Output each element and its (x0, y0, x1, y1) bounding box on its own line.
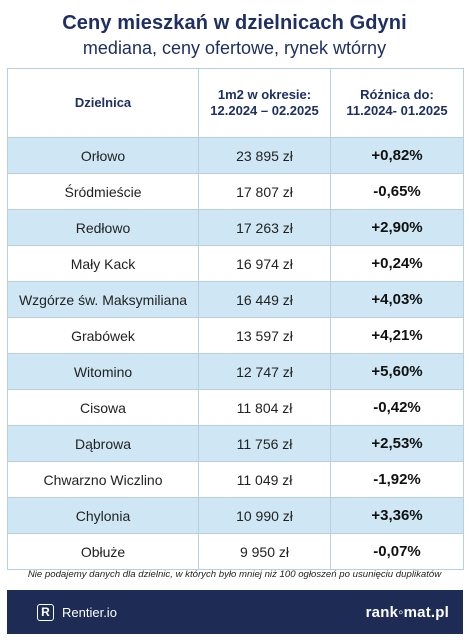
table-row: Wzgórze św. Maksymiliana 16 449 zł +4,03… (7, 281, 464, 318)
table-row: Redłowo 17 263 zł +2,90% (7, 209, 464, 246)
page-subtitle: mediana, ceny ofertowe, rynek wtórny (82, 38, 387, 58)
price-cell: 16 449 zł (198, 281, 331, 318)
diff-cell: +2,90% (330, 209, 464, 246)
price-cell: 9 950 zł (198, 533, 331, 570)
district-cell: Witomino (7, 353, 199, 390)
district-cell: Śródmieście (7, 173, 199, 210)
district-cell: Chylonia (7, 497, 199, 534)
table-row: Dąbrowa 11 756 zł +2,53% (7, 425, 464, 462)
price-cell: 17 263 zł (198, 209, 331, 246)
diff-cell: +2,53% (330, 425, 464, 462)
price-cell: 11 804 zł (198, 389, 331, 426)
table-row: Chwarzno Wiczlino 11 049 zł -1,92% (7, 461, 464, 498)
column-header-district: Dzielnica (7, 68, 199, 138)
diff-cell: +3,36% (330, 497, 464, 534)
price-cell: 23 895 zł (198, 137, 331, 174)
district-cell: Grabówek (7, 317, 199, 354)
price-cell: 12 747 zł (198, 353, 331, 390)
price-cell: 11 756 zł (198, 425, 331, 462)
diff-cell: +5,60% (330, 353, 464, 390)
diff-cell: -0,42% (330, 389, 464, 426)
diff-cell: -0,07% (330, 533, 464, 570)
footer-bar: R Rentier.io rank◦mat.pl (7, 590, 463, 634)
footnote: Nie podajemy danych dla dzielnic, w któr… (27, 569, 442, 580)
table-row: Obłuże 9 950 zł -0,07% (7, 533, 464, 570)
table-row: Mały Kack 16 974 zł +0,24% (7, 245, 464, 282)
diff-cell: -1,92% (330, 461, 464, 498)
column-header-price: 1m2 w okresie: 12.2024 – 02.2025 (198, 68, 331, 138)
diff-cell: +0,82% (330, 137, 464, 174)
rentier-logo-icon: R (37, 603, 54, 621)
table-row: Orłowo 23 895 zł +0,82% (7, 137, 464, 174)
table-header-row: Dzielnica 1m2 w okresie: 12.2024 – 02.20… (7, 68, 464, 138)
rentier-brand-name: Rentier.io (62, 604, 117, 620)
district-cell: Orłowo (7, 137, 199, 174)
district-cell: Redłowo (7, 209, 199, 246)
column-header-line: 1m2 w okresie: (217, 87, 312, 102)
rankomat-logo: rank◦mat.pl (365, 603, 449, 621)
diff-cell: +4,03% (330, 281, 464, 318)
diff-cell: -0,65% (330, 173, 464, 210)
district-cell: Chwarzno Wiczlino (7, 461, 199, 498)
district-cell: Obłuże (7, 533, 199, 570)
table-row: Cisowa 11 804 zł -0,42% (7, 389, 464, 426)
page-title: Ceny mieszkań w dzielnicach Gdyni (62, 12, 407, 34)
price-cell: 17 807 zł (198, 173, 331, 210)
column-header-line: Dzielnica (74, 95, 132, 110)
column-header-line: 12.2024 – 02.2025 (210, 103, 319, 118)
table-row: Witomino 12 747 zł +5,60% (7, 353, 464, 390)
diff-cell: +4,21% (330, 317, 464, 354)
column-header-line: 11.2024- 01.2025 (346, 103, 448, 118)
column-header-diff: Różnica do: 11.2024- 01.2025 (330, 68, 464, 138)
price-cell: 11 049 zł (198, 461, 331, 498)
column-header-line: Różnica do: (360, 87, 434, 102)
district-cell: Wzgórze św. Maksymiliana (7, 281, 199, 318)
district-cell: Mały Kack (7, 245, 199, 282)
rentier-brand: R Rentier.io (37, 603, 117, 621)
price-cell: 13 597 zł (198, 317, 331, 354)
district-cell: Cisowa (7, 389, 199, 426)
table-row: Grabówek 13 597 zł +4,21% (7, 317, 464, 354)
price-cell: 10 990 zł (198, 497, 331, 534)
table-row: Śródmieście 17 807 zł -0,65% (7, 173, 464, 210)
prices-table: Dzielnica 1m2 w okresie: 12.2024 – 02.20… (7, 68, 464, 570)
district-cell: Dąbrowa (7, 425, 199, 462)
table-row: Chylonia 10 990 zł +3,36% (7, 497, 464, 534)
diff-cell: +0,24% (330, 245, 464, 282)
price-cell: 16 974 zł (198, 245, 331, 282)
